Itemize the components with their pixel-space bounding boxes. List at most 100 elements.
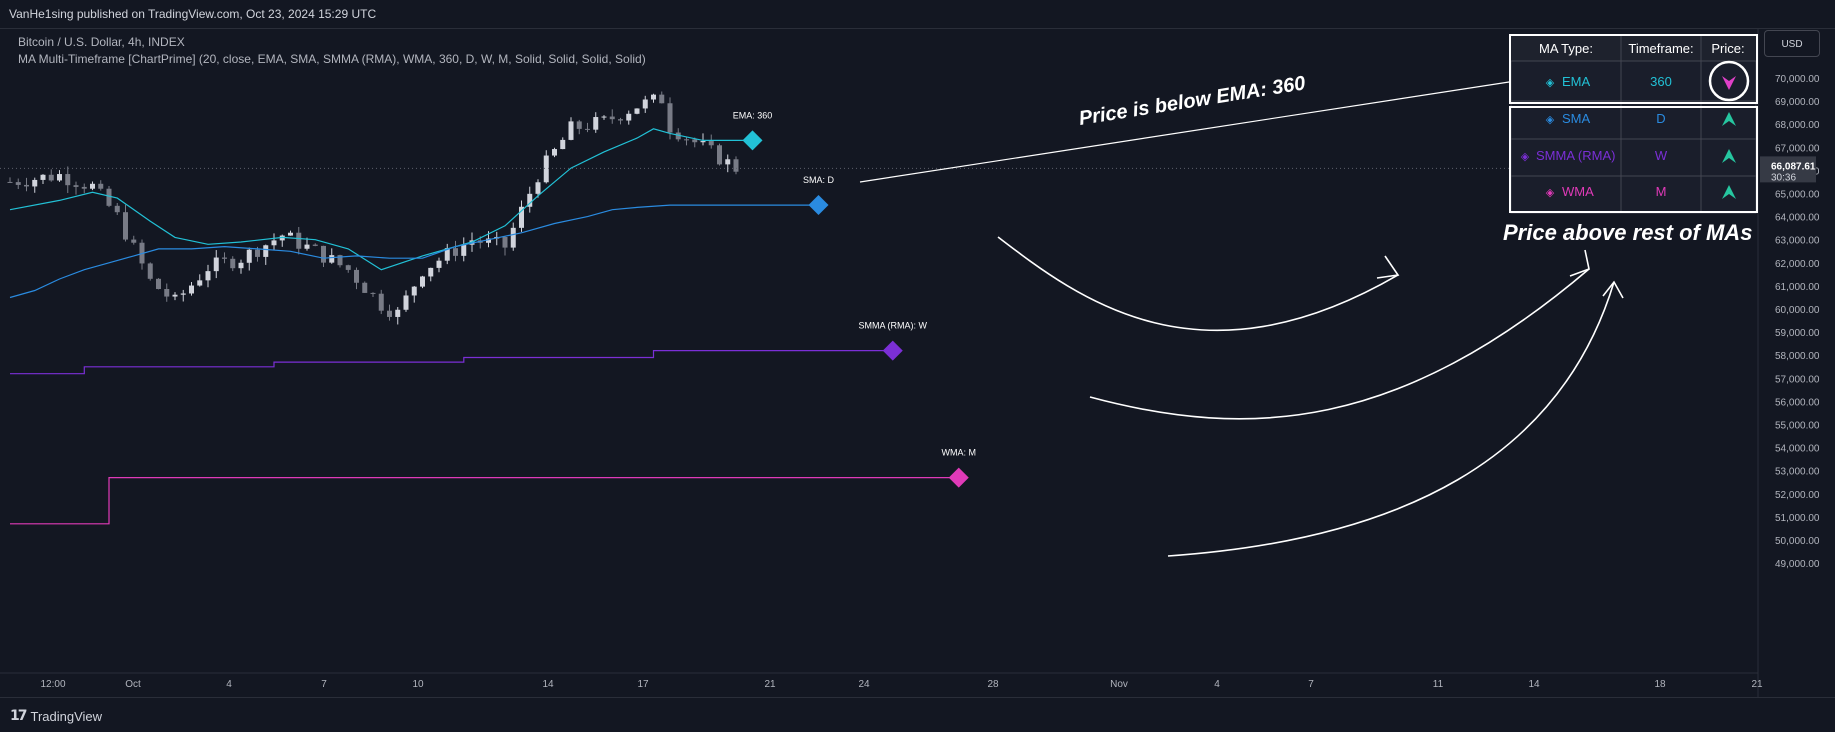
candle-body	[560, 139, 566, 150]
ma-end-label: EMA: 360	[733, 110, 773, 120]
currency-button[interactable]: USD	[1764, 30, 1820, 57]
price-highlight-circle	[1708, 60, 1750, 102]
candle-body	[436, 260, 442, 268]
smma-arrow-head	[1569, 249, 1590, 277]
candle-body	[131, 239, 137, 243]
candle-body	[288, 232, 293, 236]
arrow-up-icon	[1722, 185, 1736, 199]
price-chart[interactable]: EMA: 360 SMA: D SMMA (RMA): W WMA: M 70,000…	[0, 0, 1835, 697]
candle-body	[114, 205, 120, 213]
price-tick-label: 53,000.00	[1775, 467, 1820, 478]
ma-end-marker	[742, 130, 763, 151]
arrow-up-icon	[1722, 112, 1736, 126]
candle-body	[213, 257, 219, 272]
price-tick-label: 65,000.00	[1775, 190, 1820, 201]
price-tick-label: 58,000.00	[1775, 351, 1820, 362]
arrow-down-icon	[1722, 76, 1736, 90]
candle-body	[576, 121, 582, 129]
candle-body	[40, 174, 46, 180]
ma-end-label: SMMA (RMA): W	[859, 321, 928, 331]
ma-line	[10, 350, 893, 375]
price-tick-label: 70,000.00	[1775, 74, 1820, 85]
ema-annotation-text: Price is below EMA: 360	[1077, 72, 1307, 130]
candle-body	[156, 278, 161, 290]
time-tick-label: 10	[412, 679, 424, 690]
candle-body	[387, 310, 392, 317]
header-ma-type: MA Type:	[1539, 41, 1593, 56]
ma-table-background	[1510, 34, 1757, 214]
price-tick-label: 61,000.00	[1775, 282, 1820, 293]
candle-body	[172, 294, 178, 297]
ma-end-label: WMA: M	[942, 448, 977, 458]
candle-body	[81, 186, 87, 189]
candle-body	[271, 240, 277, 246]
footer-bar: 17 TradingView	[0, 697, 1835, 732]
ma-end-label: SMA: D	[803, 175, 835, 185]
time-axis: 12:00 Oct 4 7 10 14 17 21 24 28 Nov 4 7 11 14 18 21	[40, 679, 1763, 690]
price-tick-label: 69,000.00	[1775, 97, 1820, 108]
ma-table-rest-highlight	[1509, 106, 1758, 213]
candle-body	[230, 258, 236, 269]
time-tick-label: 7	[1308, 679, 1314, 690]
candle-body	[626, 113, 632, 121]
price-tick-label: 55,000.00	[1775, 421, 1820, 432]
candle-body	[395, 309, 401, 317]
candle-body	[461, 244, 467, 256]
candle-body	[57, 174, 62, 181]
candle-body	[304, 244, 310, 249]
ma-row-sma-type: SMA	[1562, 111, 1591, 126]
price-tick-label: 56,000.00	[1775, 397, 1820, 408]
ma-row-ema-icon: ◈	[1546, 77, 1555, 89]
candle-body	[321, 245, 326, 263]
candle-body	[246, 249, 252, 263]
candle-body	[15, 182, 21, 185]
ma-row-ema-type: EMA	[1562, 74, 1591, 89]
price-tick-label: 64,000.00	[1775, 213, 1820, 224]
candle-body	[692, 139, 698, 143]
candle-body	[205, 271, 211, 281]
candle-body	[123, 212, 128, 240]
candle-body	[420, 276, 425, 287]
ma-end-marker	[808, 195, 829, 216]
candle-body	[684, 139, 689, 141]
ma-line	[10, 477, 959, 525]
symbol-title[interactable]: Bitcoin / U.S. Dollar, 4h, INDEX	[18, 35, 185, 49]
candle-body	[675, 132, 681, 140]
candle-body	[634, 108, 640, 114]
candle-body	[444, 248, 450, 261]
indicator-title[interactable]: MA Multi-Timeframe [ChartPrime] (20, clo…	[18, 52, 646, 66]
wma-arrow-head	[1602, 280, 1624, 299]
candle-body	[568, 121, 574, 140]
tradingview-brand[interactable]: 17 TradingView	[10, 708, 102, 724]
ma-row-smma-timeframe: W	[1655, 148, 1668, 163]
candle-body	[180, 293, 186, 295]
candlesticks	[7, 91, 739, 325]
price-tick-label: 67,000.00	[1775, 143, 1820, 154]
price-tick-label: 59,000.00	[1775, 328, 1820, 339]
candle-body	[197, 280, 203, 286]
price-tick-label: 51,000.00	[1775, 513, 1820, 524]
price-tick-label: 63,000.00	[1775, 236, 1820, 247]
candle-body	[90, 183, 95, 189]
ma-table-outline	[1509, 34, 1758, 104]
ema-annotation-arrow	[859, 80, 1522, 183]
candle-body	[48, 174, 54, 181]
candle-body	[24, 184, 29, 187]
candle-body	[98, 183, 104, 189]
candle-body	[519, 206, 524, 228]
candle-body	[411, 286, 417, 296]
candle-body	[667, 103, 673, 133]
candle-body	[510, 227, 516, 248]
candle-body	[552, 149, 557, 156]
price-tick-label: 60,000.00	[1775, 305, 1820, 316]
candle-body	[543, 155, 549, 183]
price-tick-label: 54,000.00	[1775, 444, 1820, 455]
time-tick-label: 18	[1654, 679, 1666, 690]
candle-body	[725, 159, 731, 165]
candle-body	[189, 285, 194, 294]
ma-row-sma-icon: ◈	[1546, 114, 1555, 126]
wma-annotation-arrow	[1167, 281, 1615, 557]
sma-annotation-arrow	[997, 236, 1399, 332]
time-tick-label: 4	[226, 679, 232, 690]
candle-body	[147, 263, 153, 279]
